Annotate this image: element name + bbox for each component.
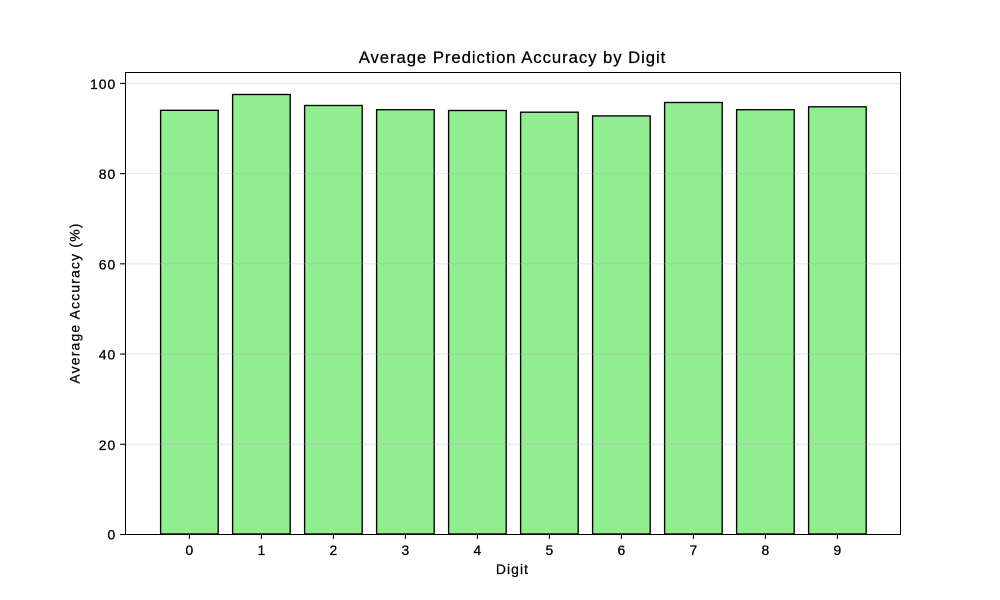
svg-text:80: 80 [99,166,117,182]
svg-text:2: 2 [330,542,338,558]
svg-text:5: 5 [546,542,554,558]
svg-text:100: 100 [90,76,116,92]
svg-text:8: 8 [762,542,770,558]
svg-text:Average Prediction Accuracy by: Average Prediction Accuracy by Digit [359,48,667,67]
svg-text:60: 60 [99,256,117,272]
svg-text:1: 1 [258,542,266,558]
svg-text:7: 7 [690,542,698,558]
svg-text:Average Accuracy (%): Average Accuracy (%) [67,222,83,383]
svg-text:0: 0 [186,542,194,558]
svg-text:3: 3 [402,542,410,558]
svg-text:9: 9 [834,542,842,558]
svg-text:0: 0 [108,527,117,543]
svg-text:Digit: Digit [496,561,529,577]
svg-text:4: 4 [474,542,482,558]
svg-text:20: 20 [99,437,117,453]
svg-text:6: 6 [618,542,626,558]
svg-text:40: 40 [99,347,117,363]
